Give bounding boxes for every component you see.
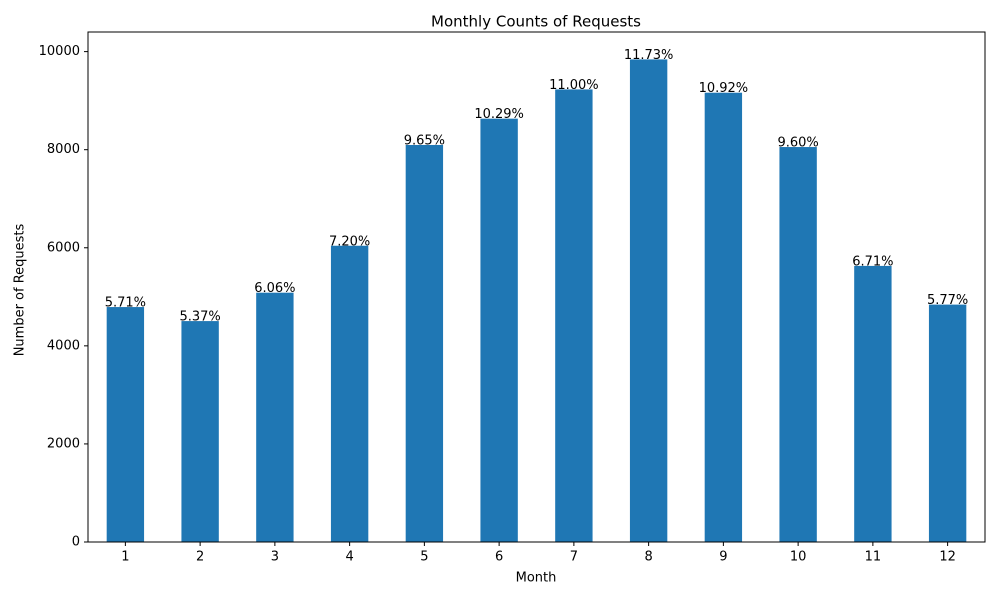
x-tick-label: 10	[790, 550, 807, 565]
x-tick-label: 4	[345, 550, 353, 565]
bar	[928, 304, 967, 542]
value-label: 6.06%	[254, 281, 295, 296]
value-label: 7.20%	[329, 234, 370, 249]
x-tick-label: 11	[865, 550, 882, 565]
x-tick-label: 1	[121, 550, 129, 565]
y-tick-label: 10000	[39, 44, 80, 59]
value-label: 11.73%	[624, 48, 674, 63]
y-axis-label: Number of Requests	[13, 223, 28, 356]
value-label: 5.77%	[927, 293, 968, 308]
chart-title: Monthly Counts of Requests	[431, 13, 641, 31]
plot-frame	[87, 31, 986, 543]
value-label: 5.71%	[105, 296, 146, 311]
bar	[854, 265, 892, 542]
x-tick-label: 8	[644, 550, 652, 565]
y-tick-label: 2000	[47, 436, 80, 451]
bar	[405, 144, 444, 542]
bar	[779, 147, 817, 542]
value-label: 10.29%	[474, 107, 524, 122]
x-tick-label: 9	[719, 550, 727, 565]
x-axis-label: Month	[516, 571, 557, 586]
x-tick-label: 12	[939, 550, 956, 565]
value-label: 6.71%	[852, 254, 893, 269]
bar	[181, 321, 219, 542]
x-tick-label: 5	[420, 550, 428, 565]
x-tick-label: 3	[271, 550, 279, 565]
y-tick-label: 0	[72, 535, 80, 550]
bar	[330, 245, 369, 542]
bar	[629, 59, 668, 542]
bar	[256, 292, 294, 542]
bar	[480, 118, 518, 542]
x-tick-label: 7	[570, 550, 578, 565]
value-label: 11.00%	[549, 78, 599, 93]
y-tick-label: 4000	[47, 338, 80, 353]
bar	[555, 89, 593, 542]
x-tick-label: 6	[495, 550, 503, 565]
bar	[704, 92, 743, 542]
value-label: 9.65%	[404, 133, 445, 148]
x-tick-label: 2	[196, 550, 204, 565]
value-label: 10.92%	[699, 81, 749, 96]
value-label: 5.37%	[179, 310, 220, 325]
bar	[106, 307, 145, 542]
value-label: 9.60%	[777, 136, 818, 151]
y-tick-label: 6000	[47, 240, 80, 255]
y-tick-label: 8000	[47, 142, 80, 157]
